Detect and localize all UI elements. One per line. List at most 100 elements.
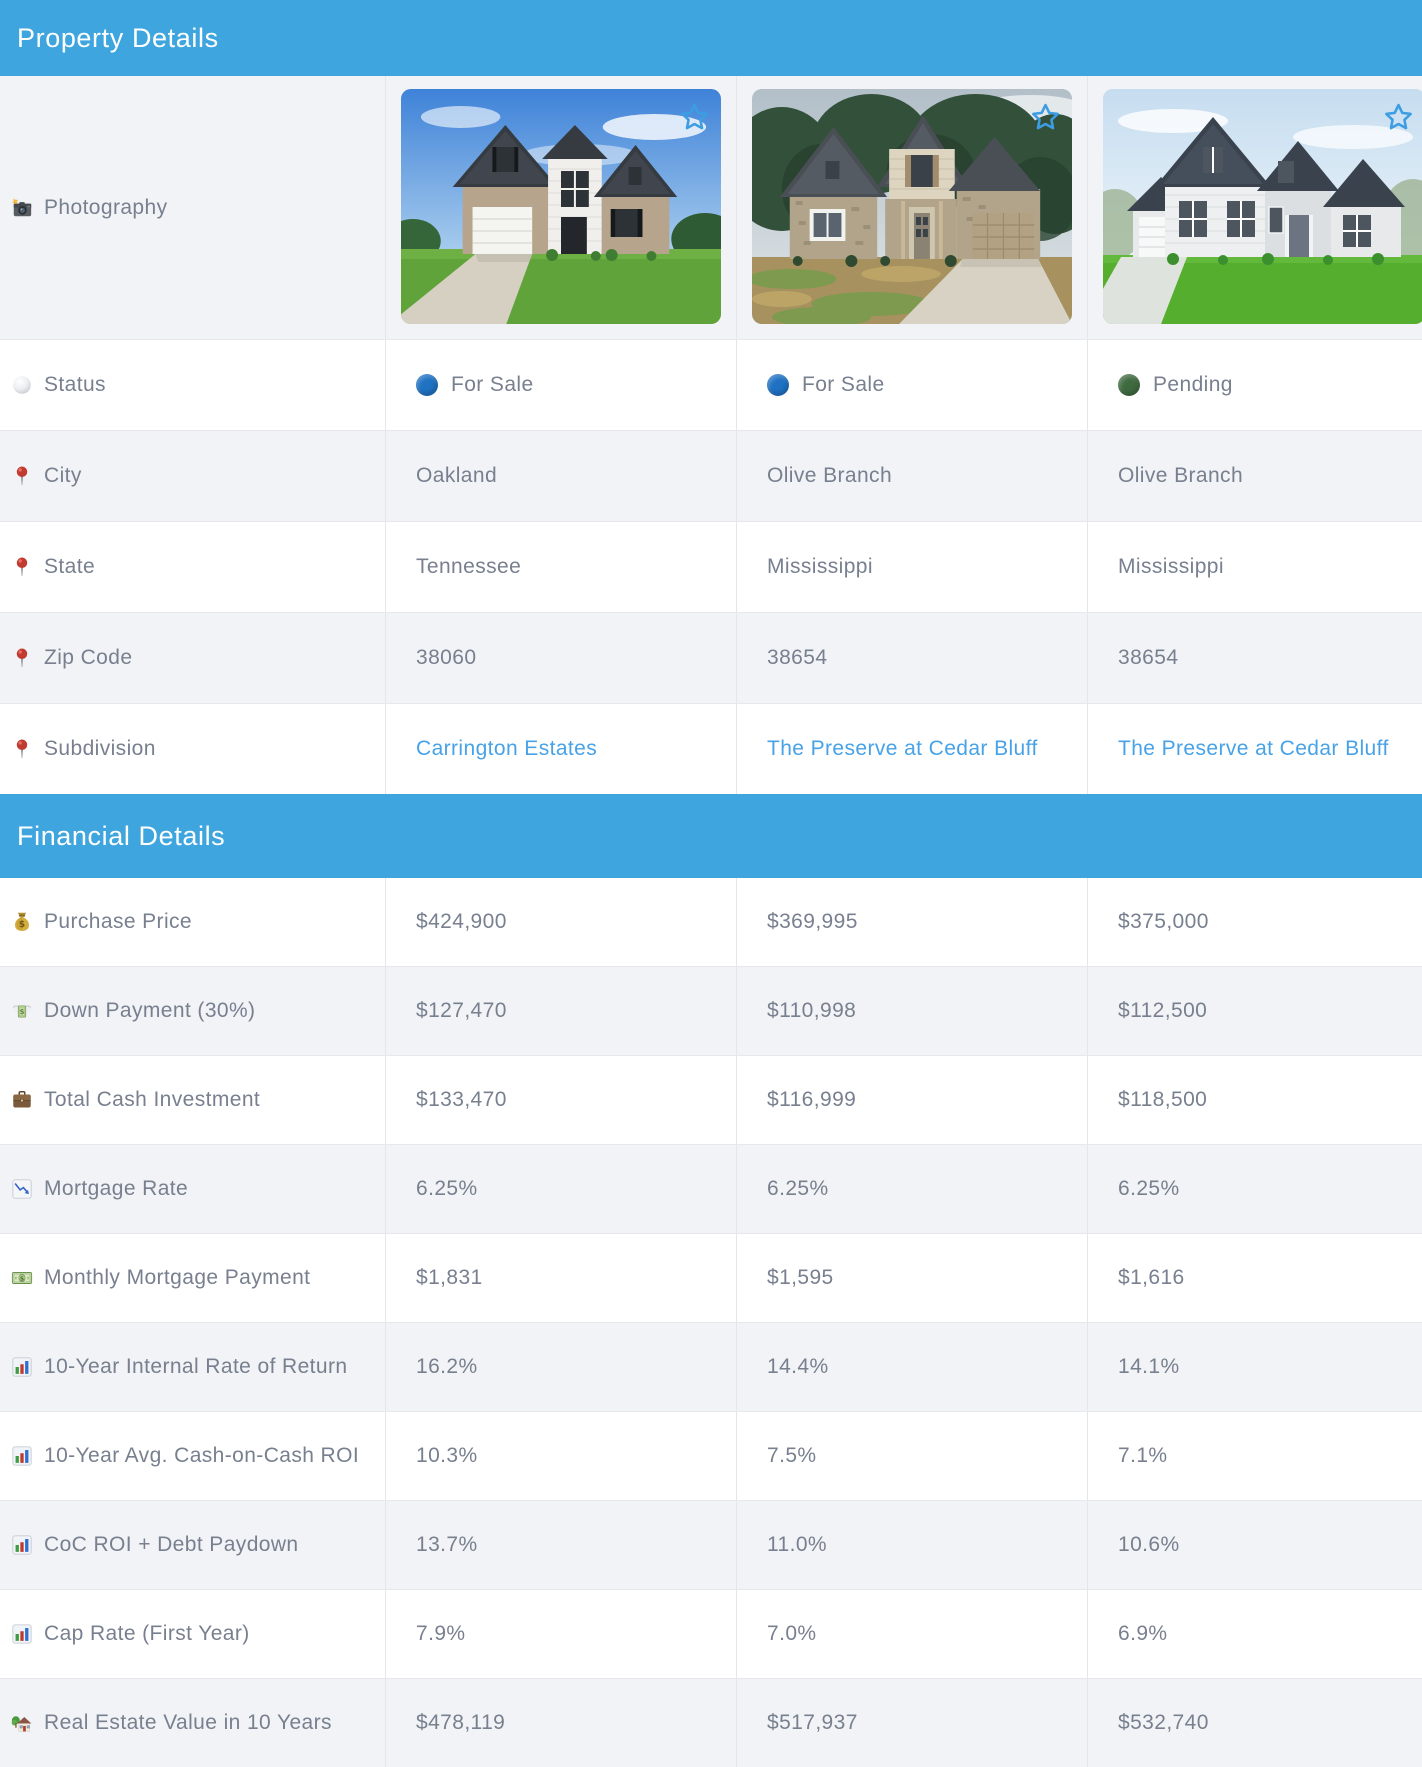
cell-value: 14.4% <box>767 1355 829 1378</box>
cell-value: 11.0% <box>767 1533 827 1556</box>
property-photo-2[interactable] <box>752 89 1072 324</box>
bar-chart-icon <box>11 1356 33 1378</box>
table-row-total-cash-investment: Total Cash Investment $133,470 $116,999 $11… <box>0 1055 1422 1144</box>
cell-value: $478,119 <box>416 1711 506 1734</box>
subdivision-link[interactable]: Carrington Estates <box>416 737 598 760</box>
cell-value: 10.6% <box>1118 1533 1180 1556</box>
status-sphere-icon <box>11 374 33 396</box>
row-label-total-cash-investment: Total Cash Investment <box>0 1056 385 1144</box>
cell-value: $127,470 <box>416 999 507 1022</box>
svg-text:$: $ <box>20 1008 25 1016</box>
row-label-city: City <box>0 431 385 521</box>
row-label-real-estate-value-in-10-years: Real Estate Value in 10 Years <box>0 1679 385 1767</box>
table-row-photography: Photography <box>0 76 1422 339</box>
row-label-text: CoC ROI + Debt Paydown <box>44 1533 299 1556</box>
subdivision-link[interactable]: The Preserve at Cedar Bluff <box>767 737 1038 760</box>
cell-value: $375,000 <box>1118 910 1209 933</box>
cell-total-cash-investment-property-2: $116,999 <box>736 1056 1087 1144</box>
svg-text:$: $ <box>20 1274 25 1282</box>
row-label-text: Zip Code <box>44 646 133 669</box>
row-label-monthly-mortgage-payment: $ Monthly Mortgage Payment <box>0 1234 385 1322</box>
section-header-property-details: Property Details <box>0 0 1422 76</box>
row-label-cap-rate-first-year: Cap Rate (First Year) <box>0 1590 385 1678</box>
cell-purchase-price-property-3: $375,000 <box>1087 878 1422 966</box>
cell-zip-code-property-3: 38654 <box>1087 613 1422 703</box>
cell-10-year-avg-cash-on-cash-roi-property-1: 10.3% <box>385 1412 736 1500</box>
favorite-star-icon[interactable] <box>1383 102 1414 133</box>
row-label-10-year-internal-rate-of-return: 10-Year Internal Rate of Return <box>0 1323 385 1411</box>
cell-value: 6.25% <box>767 1177 829 1200</box>
cell-photography-property-1 <box>385 76 736 339</box>
status-dot <box>416 374 438 396</box>
row-label-text: 10-Year Avg. Cash-on-Cash ROI <box>44 1444 360 1467</box>
bar-chart-icon <box>11 1534 33 1556</box>
cell-value: $116,999 <box>767 1088 857 1111</box>
cell-value: Mississippi <box>767 555 873 578</box>
subdivision-link[interactable]: The Preserve at Cedar Bluff <box>1118 737 1389 760</box>
row-label-text: Photography <box>44 195 168 219</box>
section-title: Financial Details <box>17 820 226 851</box>
cell-mortgage-rate-property-1: 6.25% <box>385 1145 736 1233</box>
cell-value: Olive Branch <box>767 464 893 487</box>
cell-value: 6.25% <box>1118 1177 1180 1200</box>
money-bag-icon: $ <box>11 911 33 933</box>
row-label-text: City <box>44 464 82 487</box>
table-row-real-estate-value-in-10-years: Real Estate Value in 10 Years $478,119 $51… <box>0 1678 1422 1767</box>
cell-10-year-internal-rate-of-return-property-2: 14.4% <box>736 1323 1087 1411</box>
cell-value: 38060 <box>416 646 477 669</box>
row-label-text: State <box>44 555 96 578</box>
cell-10-year-avg-cash-on-cash-roi-property-3: 7.1% <box>1087 1412 1422 1500</box>
chart-decreasing-icon <box>11 1178 33 1200</box>
row-label-text: 10-Year Internal Rate of Return <box>44 1355 348 1378</box>
camera-icon <box>11 197 33 219</box>
status-dot <box>767 374 789 396</box>
row-label-mortgage-rate: Mortgage Rate <box>0 1145 385 1233</box>
house-garden-icon <box>11 1712 33 1734</box>
cell-subdivision-property-1: Carrington Estates <box>385 704 736 794</box>
cell-real-estate-value-in-10-years-property-3: $532,740 <box>1087 1679 1422 1767</box>
status-text: For Sale <box>802 373 885 396</box>
status-text: For Sale <box>451 373 534 396</box>
favorite-star-icon[interactable] <box>679 102 710 133</box>
table-row-10-year-avg-cash-on-cash-roi: 10-Year Avg. Cash-on-Cash ROI 10.3% 7.5% 7.… <box>0 1411 1422 1500</box>
pushpin-icon <box>11 465 33 487</box>
cell-state-property-2: Mississippi <box>736 522 1087 612</box>
pushpin-icon <box>11 556 33 578</box>
cell-coc-roi-debt-paydown-property-2: 11.0% <box>736 1501 1087 1589</box>
cell-value: $532,740 <box>1118 1711 1209 1734</box>
cell-real-estate-value-in-10-years-property-1: $478,119 <box>385 1679 736 1767</box>
cell-city-property-3: Olive Branch <box>1087 431 1422 521</box>
row-label-subdivision: Subdivision <box>0 704 385 794</box>
row-label-text: Mortgage Rate <box>44 1177 189 1200</box>
cell-photography-property-3 <box>1087 76 1422 339</box>
favorite-star-icon[interactable] <box>1030 102 1061 133</box>
cell-value: $112,500 <box>1118 999 1208 1022</box>
cell-monthly-mortgage-payment-property-1: $1,831 <box>385 1234 736 1322</box>
property-photo-3[interactable] <box>1103 89 1422 324</box>
cell-status-property-2: For Sale <box>736 340 1087 430</box>
banknote-icon: $ <box>11 1267 33 1289</box>
cell-value: $133,470 <box>416 1088 507 1111</box>
cell-value: Olive Branch <box>1118 464 1244 487</box>
row-label-text: Real Estate Value in 10 Years <box>44 1711 332 1734</box>
cell-real-estate-value-in-10-years-property-2: $517,937 <box>736 1679 1087 1767</box>
table-row-city: City Oakland Olive Branch Olive Branch <box>0 430 1422 521</box>
row-label-text: Total Cash Investment <box>44 1088 261 1111</box>
cell-value: 16.2% <box>416 1355 478 1378</box>
cell-value: $517,937 <box>767 1711 858 1734</box>
cell-purchase-price-property-2: $369,995 <box>736 878 1087 966</box>
row-label-text: Purchase Price <box>44 910 192 933</box>
money-wings-icon: $ <box>11 1000 33 1022</box>
svg-text:$: $ <box>19 920 25 930</box>
table-row-status: Status For Sale For Sale Pending <box>0 339 1422 430</box>
cell-purchase-price-property-1: $424,900 <box>385 878 736 966</box>
cell-value: $110,998 <box>767 999 857 1022</box>
table-row-mortgage-rate: Mortgage Rate 6.25% 6.25% 6.25% <box>0 1144 1422 1233</box>
row-label-state: State <box>0 522 385 612</box>
cell-value: Tennessee <box>416 555 522 578</box>
cell-cap-rate-first-year-property-2: 7.0% <box>736 1590 1087 1678</box>
row-label-coc-roi-debt-paydown: CoC ROI + Debt Paydown <box>0 1501 385 1589</box>
section-header-financial-details: Financial Details <box>0 794 1422 878</box>
property-photo-1[interactable] <box>401 89 721 324</box>
